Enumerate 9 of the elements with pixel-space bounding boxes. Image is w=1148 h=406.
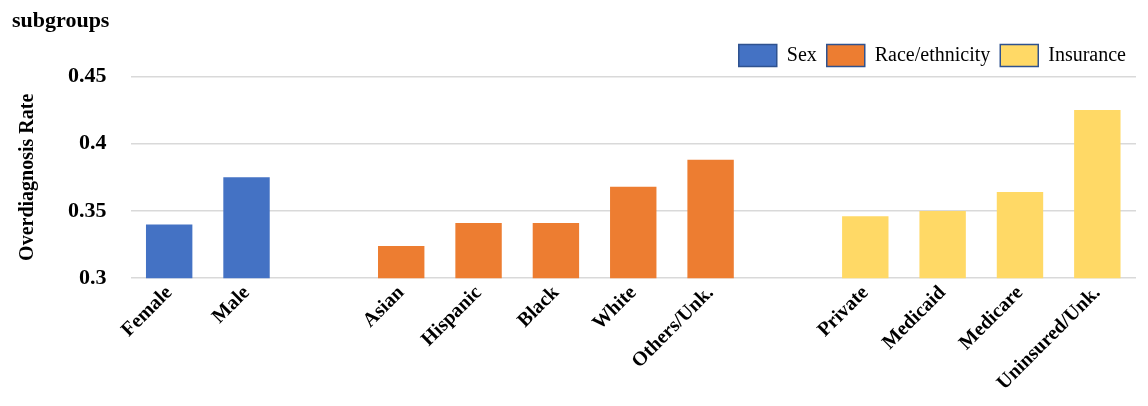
legend-label: Sex — [786, 42, 817, 65]
y-tick-label: 0.4 — [79, 129, 107, 155]
legend-label: Insurance — [1048, 42, 1127, 65]
y-tick-label: 0.3 — [79, 263, 107, 289]
y-tick-label: 0.35 — [68, 196, 107, 222]
y-tick-label: 0.45 — [68, 62, 107, 88]
legend-label: Race/ethnicity — [874, 42, 991, 66]
chart-title: subgroups — [12, 6, 110, 32]
y-axis-title: Overdiagnosis Rate — [15, 93, 39, 261]
